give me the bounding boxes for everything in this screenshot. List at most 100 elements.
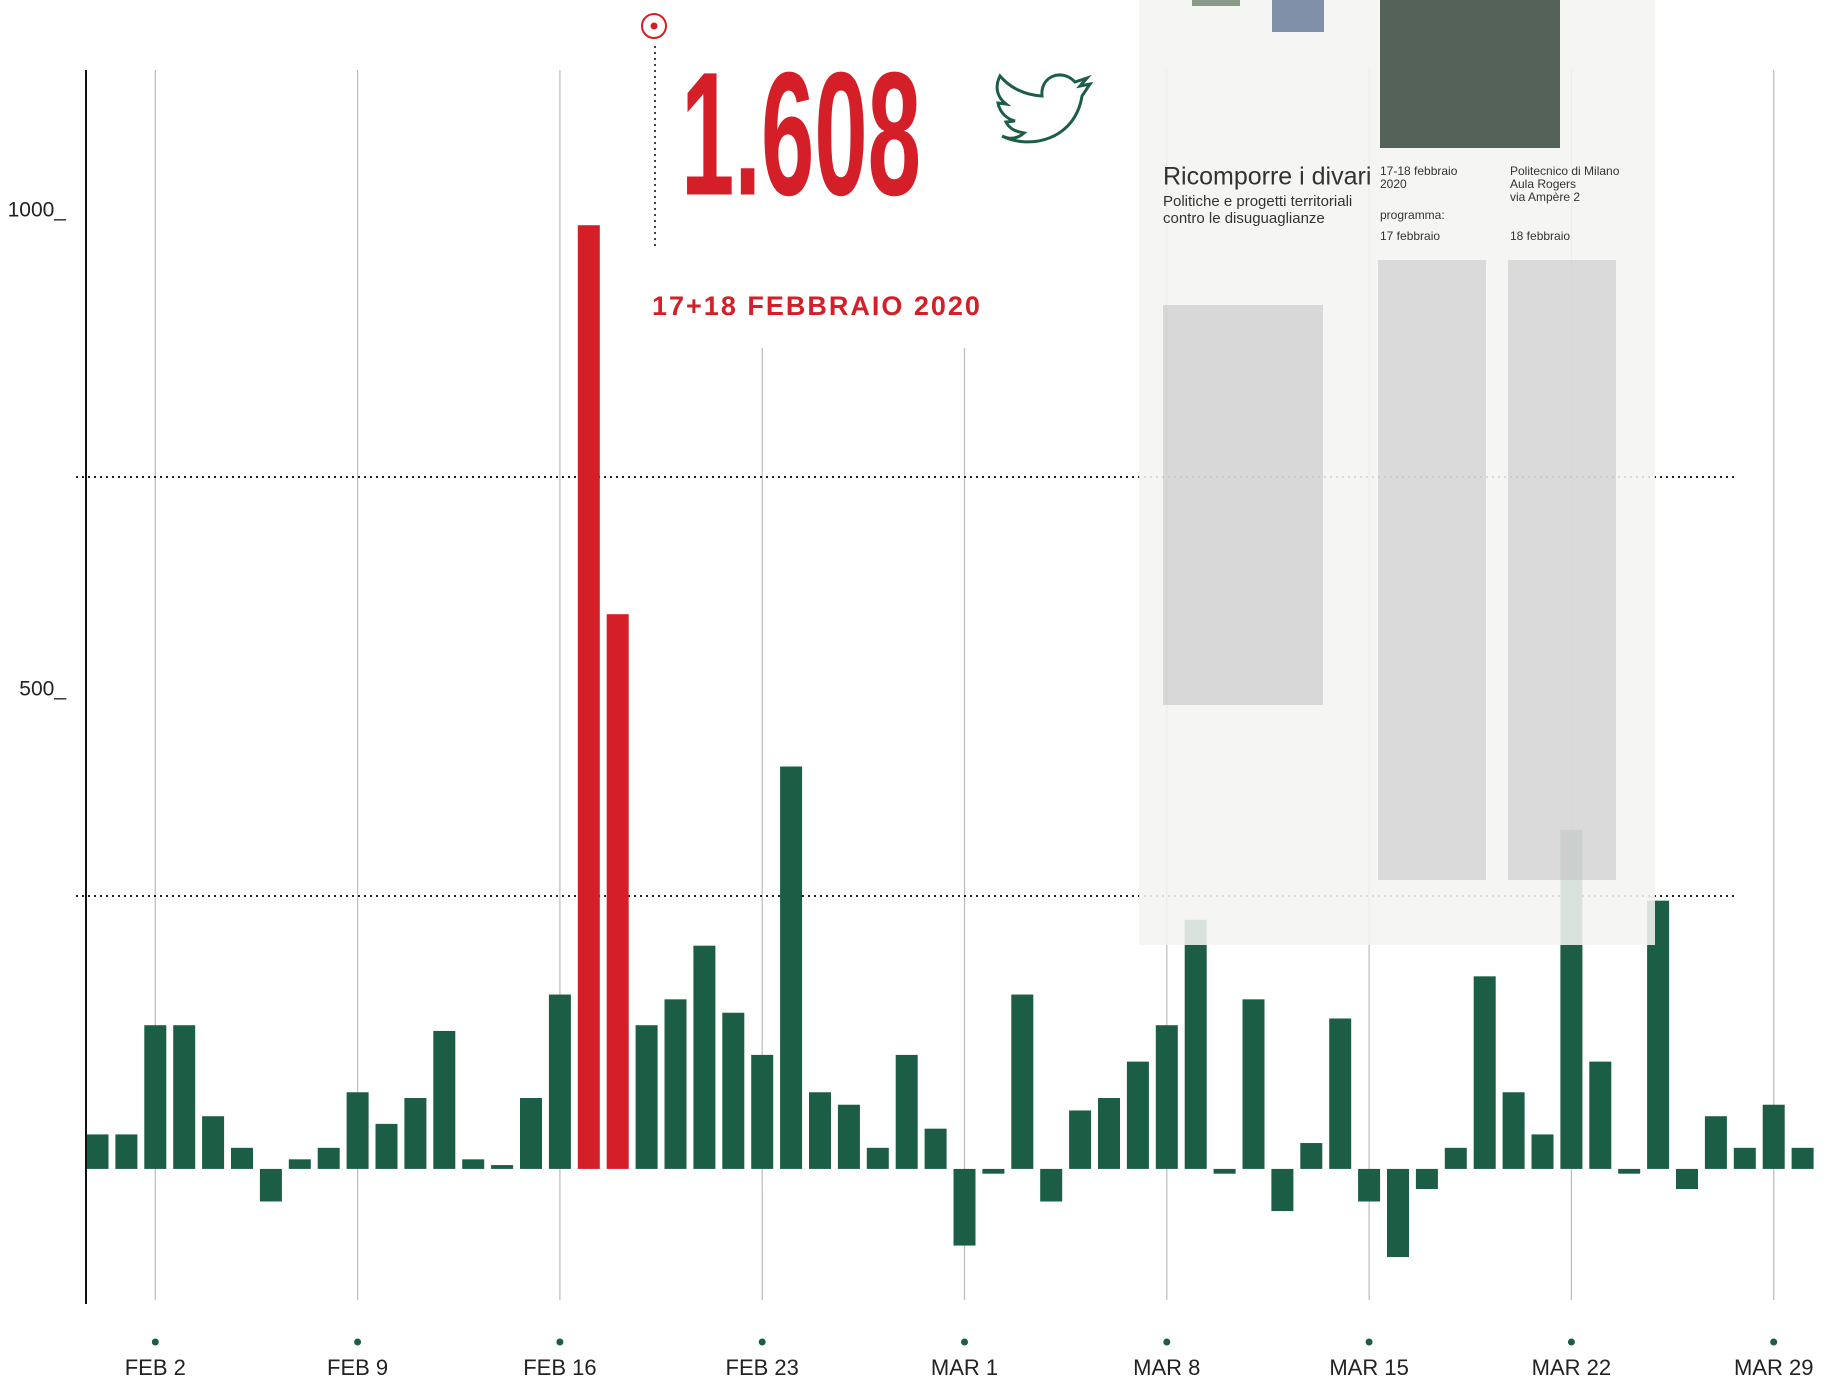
bar [1098, 1098, 1120, 1169]
poster-venue: Aula Rogers [1510, 177, 1576, 191]
bar [1242, 999, 1265, 1169]
bar [1040, 1168, 1063, 1202]
bar [144, 1025, 167, 1169]
bar [202, 1116, 225, 1169]
bar [953, 1168, 976, 1246]
x-tick-dot [961, 1338, 968, 1346]
bar [346, 1092, 369, 1169]
x-tick-label: MAR 29 [1734, 1355, 1813, 1380]
bar [722, 1012, 745, 1169]
poster-day: 18 febbraio [1510, 229, 1570, 243]
poster-venue: via Ampère 2 [1510, 190, 1580, 204]
twitter-icon [995, 73, 1094, 144]
bar [895, 1054, 918, 1169]
bar [462, 1159, 485, 1169]
poster-body [1163, 260, 1616, 880]
bar [1589, 1061, 1612, 1169]
bar [1300, 1143, 1323, 1169]
bar [1011, 994, 1034, 1169]
bar [982, 1168, 1005, 1174]
bar [375, 1123, 398, 1169]
x-tick-label: FEB 16 [523, 1355, 596, 1380]
bar [491, 1165, 514, 1169]
x-tick-label: FEB 23 [726, 1355, 799, 1380]
poster-day: 17 febbraio [1380, 229, 1440, 243]
bar [1473, 976, 1496, 1169]
bar [1444, 1147, 1467, 1169]
poster-subtitle: Politiche e progetti territoriali [1163, 193, 1352, 210]
x-tick-dot [354, 1338, 362, 1346]
bar [866, 1147, 889, 1169]
bar [1618, 1168, 1641, 1174]
bar [86, 1134, 109, 1169]
bar [1762, 1104, 1785, 1169]
bar [809, 1092, 831, 1169]
x-tick-label: MAR 1 [931, 1355, 998, 1380]
bar [1069, 1110, 1092, 1169]
bar [115, 1134, 138, 1169]
poster-block [1272, 0, 1324, 32]
poster: Ricomporre i divari Politiche e progetti… [1139, 0, 1655, 945]
x-tick-dot [151, 1338, 159, 1346]
bar [231, 1147, 253, 1169]
bar [317, 1147, 340, 1169]
bar [1155, 1025, 1178, 1169]
bar [924, 1128, 947, 1169]
bar [1271, 1168, 1294, 1212]
bar [664, 999, 687, 1169]
poster-program: programma: [1380, 208, 1445, 222]
bar [1213, 1168, 1236, 1174]
bar [1329, 1018, 1352, 1169]
poster-dates: 17-18 febbraio [1380, 164, 1458, 178]
bar [404, 1098, 427, 1169]
x-tick-label: MAR 15 [1329, 1355, 1408, 1380]
x-tick-label: MAR 22 [1532, 1355, 1611, 1380]
bar [635, 1025, 658, 1169]
bar [1647, 900, 1670, 1169]
bar [1733, 1147, 1756, 1169]
poster-photo [1380, 0, 1560, 148]
bar [751, 1054, 774, 1169]
bar [606, 614, 629, 1169]
target-dot [650, 22, 658, 30]
target-icon [641, 13, 667, 39]
poster-dates: 2020 [1380, 177, 1407, 191]
y-tick-label: 500_ [19, 677, 66, 700]
bar [780, 766, 803, 1169]
poster-title: Ricomporre i divari [1163, 163, 1371, 191]
x-tick-dot [1770, 1338, 1778, 1346]
bar [520, 1098, 542, 1169]
bars [86, 225, 1814, 1258]
x-tick-label: FEB 2 [125, 1355, 186, 1380]
date-label: 17+18 FEBBRAIO 2020 [652, 291, 982, 321]
bar [1531, 1134, 1554, 1169]
bar [1184, 919, 1207, 1169]
big-number: 1.608 [681, 36, 921, 232]
x-tick-label: MAR 8 [1133, 1355, 1200, 1380]
x-tick-dot [556, 1338, 564, 1346]
poster-block [1192, 0, 1240, 6]
x-tick-dot [1163, 1338, 1171, 1346]
bar [259, 1168, 282, 1202]
bar [837, 1104, 860, 1169]
x-tick-dot [758, 1338, 766, 1346]
bar [433, 1030, 456, 1169]
bar [1415, 1168, 1438, 1190]
bar [288, 1159, 311, 1169]
bar [1676, 1168, 1698, 1190]
poster-subtitle: contro le disuguaglianze [1163, 210, 1325, 227]
bar [1387, 1168, 1409, 1258]
x-tick-label: FEB 9 [327, 1355, 388, 1380]
bar [1126, 1061, 1149, 1169]
bar [1704, 1116, 1727, 1169]
y-tick-label: 1000_ [8, 198, 67, 221]
bar [693, 945, 716, 1169]
bar [173, 1025, 196, 1169]
bar [577, 225, 600, 1169]
poster-venue: Politecnico di Milano [1510, 164, 1620, 178]
bar [1358, 1168, 1381, 1202]
bar [1502, 1092, 1525, 1169]
x-tick-dot [1365, 1338, 1373, 1346]
bar [548, 994, 571, 1169]
